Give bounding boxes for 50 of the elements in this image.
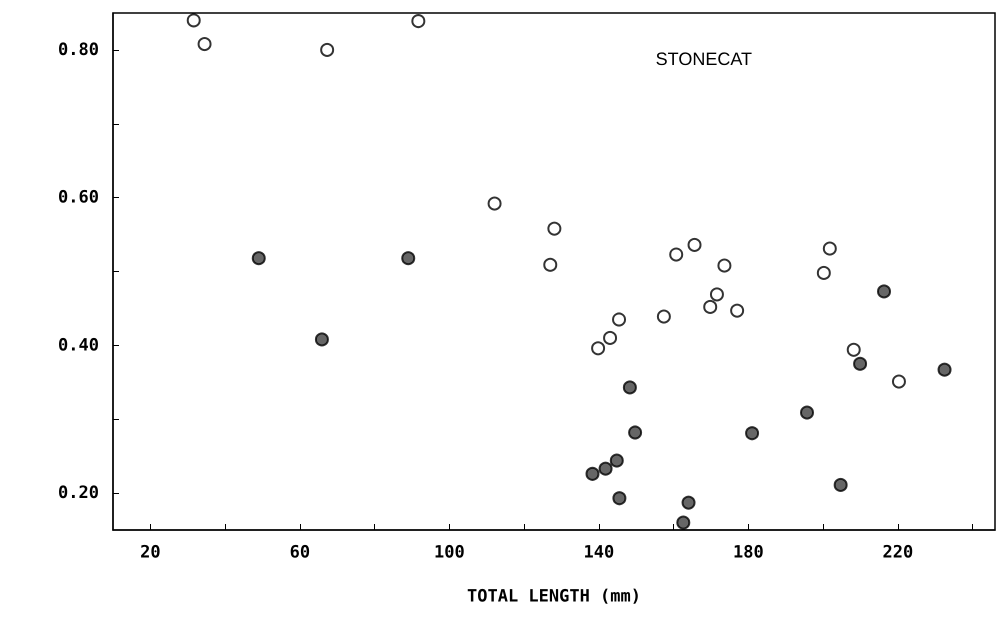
point bbox=[834, 478, 848, 492]
point bbox=[612, 491, 626, 506]
x-tick-label: 220 bbox=[882, 542, 914, 562]
point bbox=[591, 341, 606, 356]
point bbox=[610, 454, 624, 468]
point bbox=[822, 242, 837, 256]
point bbox=[745, 426, 760, 440]
point bbox=[877, 284, 892, 298]
y-tick-label: 0.60 bbox=[58, 188, 99, 208]
point bbox=[320, 42, 334, 57]
point bbox=[703, 300, 718, 314]
y-tick-label: 0.80 bbox=[58, 40, 99, 60]
x-tick-label: 180 bbox=[732, 542, 764, 562]
point bbox=[612, 312, 626, 327]
point bbox=[198, 37, 212, 52]
point bbox=[186, 13, 201, 28]
point bbox=[669, 248, 684, 262]
point bbox=[547, 222, 562, 236]
point bbox=[622, 380, 637, 394]
y-tick-label: 0.20 bbox=[58, 483, 99, 504]
point bbox=[586, 466, 600, 481]
point bbox=[682, 496, 696, 510]
point bbox=[816, 266, 831, 280]
point bbox=[252, 251, 266, 266]
x-tick-label: 20 bbox=[140, 542, 161, 562]
x-axis-title: TOTAL LENGTH (mm) bbox=[467, 586, 641, 606]
y-tick-label: 0.40 bbox=[58, 335, 99, 356]
point bbox=[800, 406, 814, 420]
point bbox=[730, 304, 744, 318]
point bbox=[401, 251, 416, 266]
point bbox=[656, 310, 671, 324]
x-tick-label: 60 bbox=[290, 542, 310, 562]
point bbox=[710, 287, 724, 302]
annotation: STONECAT bbox=[656, 49, 752, 69]
point bbox=[853, 356, 868, 371]
point bbox=[314, 332, 329, 346]
point bbox=[717, 258, 732, 273]
point bbox=[488, 196, 502, 211]
point bbox=[603, 330, 618, 345]
point bbox=[688, 238, 702, 252]
point bbox=[598, 462, 613, 476]
point bbox=[892, 374, 906, 389]
point bbox=[411, 14, 426, 28]
x-tick-label: 100 bbox=[434, 542, 465, 562]
point bbox=[846, 342, 861, 357]
point bbox=[543, 258, 558, 272]
point bbox=[628, 426, 642, 440]
point bbox=[938, 362, 952, 377]
x-tick-label: 140 bbox=[583, 542, 614, 562]
point bbox=[676, 516, 690, 530]
